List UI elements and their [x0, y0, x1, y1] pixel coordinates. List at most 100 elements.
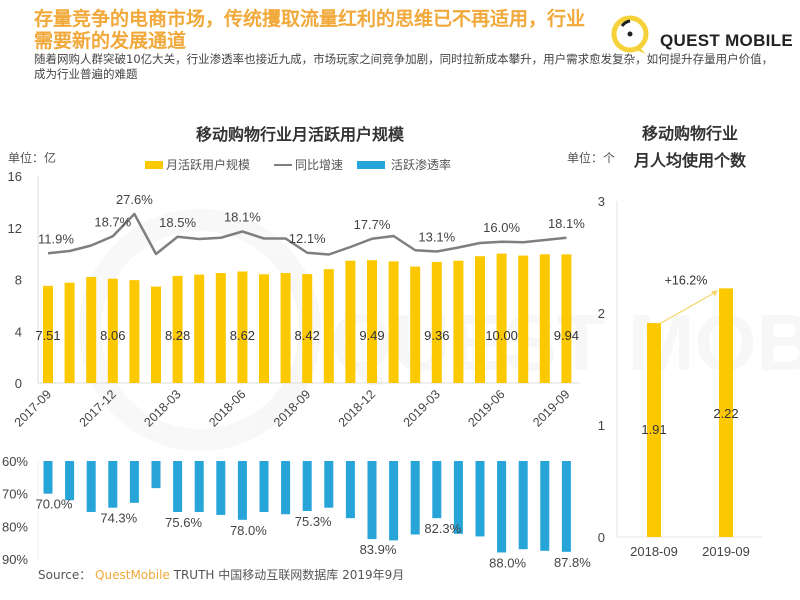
- growth-value-label: 18.5%: [159, 215, 196, 230]
- mau-bar: [64, 282, 75, 383]
- mau-value-label: 10.00: [485, 328, 518, 343]
- x-tick-label: 2019-09: [530, 387, 572, 429]
- x-tick-label: 2018-12: [336, 387, 378, 429]
- mau-bar: [367, 260, 377, 383]
- penetration-bar: [259, 461, 269, 512]
- penetration-value-label: 83.9%: [360, 542, 397, 557]
- penetration-bar: [129, 461, 139, 503]
- penetration-bar: [410, 461, 420, 535]
- penetration-bar: [345, 461, 355, 519]
- penetration-y-tick: 70%: [2, 487, 28, 502]
- mau-bar: [43, 285, 53, 383]
- mau-bar: [496, 253, 507, 383]
- mau-value-label: 9.94: [554, 328, 579, 343]
- penetration-bar: [108, 461, 118, 508]
- x-tick-label: 2017-09: [12, 387, 54, 429]
- penetration-bar: [237, 461, 247, 520]
- y-tick-label: 12: [8, 221, 22, 236]
- logo-text: QUEST MOBILE: [660, 31, 793, 50]
- penetration-value-label: 82.3%: [424, 521, 461, 536]
- y-tick-label: 4: [15, 324, 22, 339]
- mau-value-label: 8.62: [230, 328, 255, 343]
- mau-bar: [237, 271, 248, 383]
- penetration-bar: [540, 461, 550, 551]
- side-bar: [647, 323, 661, 537]
- mau-value-label: 7.51: [35, 328, 60, 343]
- penetration-y-tick: 60%: [2, 454, 28, 469]
- mau-bar: [345, 260, 356, 383]
- side-bar: [719, 288, 733, 537]
- growth-value-label: 11.9%: [38, 231, 74, 246]
- y-tick-label: 0: [15, 376, 22, 391]
- penetration-bar: [453, 461, 463, 534]
- growth-value-label: 18.1%: [548, 216, 585, 231]
- penetration-y-tick: 80%: [2, 519, 28, 534]
- source-note: Source： QuestMobile TRUTH 中国移动互联网数据库 201…: [38, 566, 404, 583]
- penetration-bar: [497, 461, 507, 553]
- side-y-tick: 3: [598, 194, 605, 209]
- main-chart-unit: 单位：亿: [8, 150, 56, 165]
- mau-bar: [475, 256, 485, 383]
- growth-value-label: 12.1%: [289, 231, 326, 246]
- growth-value-label: 16.0%: [483, 220, 520, 235]
- mau-bar: [107, 278, 118, 383]
- y-tick-label: 16: [8, 169, 22, 184]
- mau-bar: [151, 286, 161, 383]
- mau-value-label: 9.49: [359, 328, 384, 343]
- mau-bar: [431, 261, 442, 383]
- mau-bar: [410, 266, 421, 383]
- side-y-tick: 1: [598, 418, 605, 433]
- x-tick-label: 2019-06: [465, 387, 507, 429]
- penetration-bar: [43, 461, 53, 494]
- mau-bar: [172, 275, 183, 383]
- penetration-value-label: 87.8%: [554, 555, 591, 570]
- penetration-bar: [518, 461, 528, 550]
- penetration-value-label: 75.3%: [295, 514, 332, 529]
- mau-bar: [280, 273, 291, 383]
- side-x-tick: 2019-09: [702, 544, 750, 559]
- mau-bar: [259, 274, 269, 383]
- penetration-bar: [367, 461, 377, 540]
- per-user-apps-chart: 0 1 2 3 1.91 2018-09 2.22 2019-09 +16.2%: [598, 194, 762, 559]
- mau-bar: [539, 254, 550, 383]
- source-rest: TRUTH 中国移动互联网数据库 2019年9月: [173, 568, 405, 582]
- growth-value-label: 17.7%: [354, 217, 391, 232]
- legend-swatch-mau: [145, 161, 163, 169]
- questmobile-logo: QUEST MOBILE: [608, 12, 793, 58]
- penetration-value-label: 74.3%: [100, 511, 137, 526]
- mau-bar: [323, 269, 334, 383]
- arrow-head-icon: [711, 290, 718, 297]
- mau-bar: [215, 273, 226, 383]
- penetration-value-label: 70.0%: [36, 497, 73, 512]
- mau-bar: [194, 274, 205, 383]
- x-tick-label: 2019-03: [401, 387, 443, 429]
- mau-value-label: 9.36: [424, 328, 449, 343]
- mau-value-label: 8.28: [165, 328, 190, 343]
- side-chart-unit: 单位：个: [567, 150, 615, 165]
- mau-bar: [518, 255, 529, 383]
- penetration-bar: [173, 461, 183, 512]
- growth-arrow: [660, 290, 718, 324]
- mau-bar: [561, 254, 572, 383]
- page-title: 存量竞争的电商市场，传统攫取流量红利的思维已不再适用，行业需要新的发展通道: [34, 8, 586, 52]
- growth-value-label: 27.6%: [116, 192, 153, 207]
- penetration-bar: [432, 461, 442, 519]
- mau-bar: [302, 274, 313, 383]
- side-x-tick: 2018-09: [630, 544, 678, 559]
- page-subtitle: 随着网购人群突破10亿大关，行业渗透率也接近九成，市场玩家之间竞争加剧，同时拉新…: [34, 52, 774, 81]
- main-chart-title: 移动购物行业月活跃用户规模: [196, 125, 405, 144]
- growth-value-label: 18.7%: [94, 214, 131, 229]
- growth-annotation: +16.2%: [665, 273, 708, 287]
- penetration-value-label: 75.6%: [165, 515, 202, 530]
- penetration-bar: [389, 461, 399, 541]
- y-tick-label: 8: [15, 273, 22, 288]
- legend-label-penetration: 活跃渗透率: [391, 157, 451, 172]
- legend: 月活跃用户规模 同比增速 活跃渗透率: [145, 157, 451, 172]
- penetration-bar: [194, 461, 204, 512]
- side-y-tick: 0: [598, 530, 605, 545]
- side-chart-title-line2: 月人均使用个数: [633, 151, 747, 170]
- side-chart-title-line1: 移动购物行业: [642, 124, 738, 143]
- legend-label-mau: 月活跃用户规模: [166, 157, 250, 172]
- logo-icon: [611, 15, 649, 54]
- mau-bar: [129, 280, 140, 383]
